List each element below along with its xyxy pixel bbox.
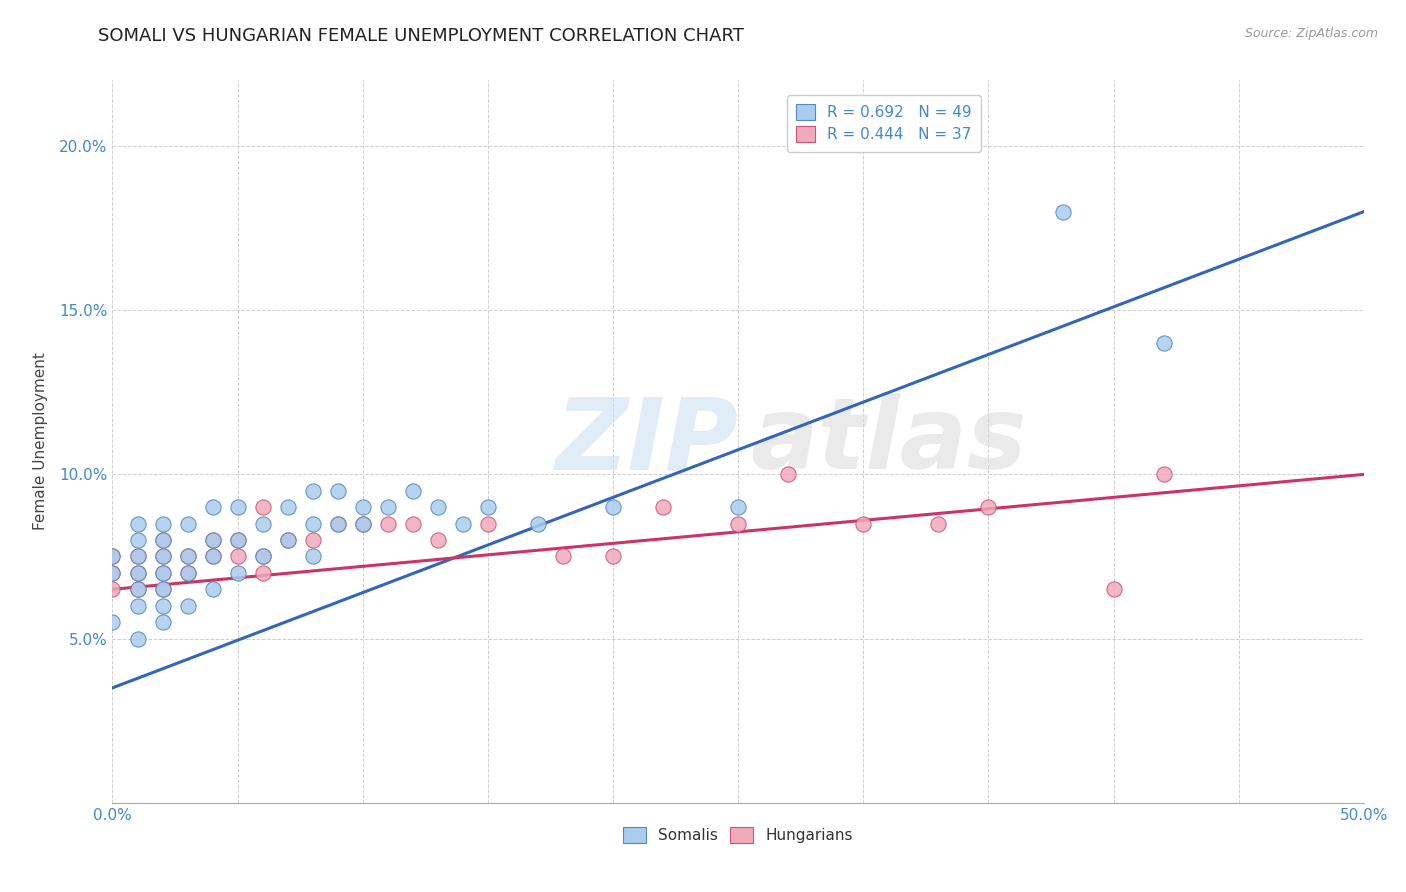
Point bbox=[176, 566, 198, 580]
Point bbox=[778, 467, 800, 482]
Point bbox=[127, 549, 149, 564]
Point bbox=[152, 533, 174, 547]
Point bbox=[252, 566, 274, 580]
Point bbox=[377, 500, 399, 515]
Point bbox=[152, 549, 174, 564]
Point bbox=[301, 549, 323, 564]
Point bbox=[101, 566, 124, 580]
Point bbox=[101, 549, 124, 564]
Point bbox=[277, 533, 299, 547]
Point bbox=[127, 599, 149, 613]
Point bbox=[176, 549, 198, 564]
Point bbox=[201, 533, 224, 547]
Point bbox=[176, 599, 198, 613]
Point bbox=[176, 566, 198, 580]
Point bbox=[1153, 467, 1175, 482]
Point bbox=[252, 500, 274, 515]
Point bbox=[101, 549, 124, 564]
Point bbox=[727, 500, 749, 515]
Point bbox=[477, 516, 499, 531]
Point bbox=[727, 516, 749, 531]
Point bbox=[127, 566, 149, 580]
Point bbox=[352, 516, 374, 531]
Point bbox=[402, 483, 425, 498]
Point bbox=[201, 549, 224, 564]
Point bbox=[527, 516, 550, 531]
Text: ZIP: ZIP bbox=[555, 393, 738, 490]
Point bbox=[101, 615, 124, 630]
Point bbox=[127, 582, 149, 597]
Point bbox=[127, 549, 149, 564]
Point bbox=[201, 549, 224, 564]
Point bbox=[326, 483, 349, 498]
Point bbox=[277, 500, 299, 515]
Point bbox=[152, 566, 174, 580]
Point bbox=[977, 500, 1000, 515]
Point bbox=[326, 516, 349, 531]
Text: Source: ZipAtlas.com: Source: ZipAtlas.com bbox=[1244, 27, 1378, 40]
Point bbox=[152, 582, 174, 597]
Point bbox=[226, 533, 249, 547]
Point bbox=[377, 516, 399, 531]
Point bbox=[301, 533, 323, 547]
Point bbox=[426, 500, 449, 515]
Point bbox=[477, 500, 499, 515]
Point bbox=[927, 516, 949, 531]
Point bbox=[352, 500, 374, 515]
Point bbox=[301, 483, 323, 498]
Point bbox=[252, 549, 274, 564]
Point bbox=[152, 599, 174, 613]
Point bbox=[602, 500, 624, 515]
Point bbox=[101, 582, 124, 597]
Point bbox=[127, 566, 149, 580]
Point bbox=[326, 516, 349, 531]
Point bbox=[226, 566, 249, 580]
Point bbox=[201, 500, 224, 515]
Point bbox=[152, 615, 174, 630]
Point bbox=[152, 549, 174, 564]
Point bbox=[1052, 204, 1074, 219]
Point bbox=[127, 533, 149, 547]
Point bbox=[426, 533, 449, 547]
Point bbox=[226, 549, 249, 564]
Point bbox=[152, 566, 174, 580]
Point bbox=[1102, 582, 1125, 597]
Y-axis label: Female Unemployment: Female Unemployment bbox=[34, 352, 48, 531]
Point bbox=[852, 516, 875, 531]
Point bbox=[176, 516, 198, 531]
Point bbox=[152, 533, 174, 547]
Point bbox=[201, 533, 224, 547]
Point bbox=[451, 516, 474, 531]
Point bbox=[252, 549, 274, 564]
Point bbox=[602, 549, 624, 564]
Point bbox=[652, 500, 675, 515]
Point bbox=[1153, 336, 1175, 351]
Point bbox=[226, 500, 249, 515]
Point bbox=[127, 516, 149, 531]
Point bbox=[226, 533, 249, 547]
Text: atlas: atlas bbox=[751, 393, 1028, 490]
Point bbox=[277, 533, 299, 547]
Point bbox=[152, 582, 174, 597]
Point bbox=[301, 516, 323, 531]
Point bbox=[176, 549, 198, 564]
Point bbox=[352, 516, 374, 531]
Point bbox=[402, 516, 425, 531]
Legend: Somalis, Hungarians: Somalis, Hungarians bbox=[617, 822, 859, 849]
Point bbox=[201, 582, 224, 597]
Point bbox=[101, 566, 124, 580]
Point bbox=[127, 582, 149, 597]
Text: SOMALI VS HUNGARIAN FEMALE UNEMPLOYMENT CORRELATION CHART: SOMALI VS HUNGARIAN FEMALE UNEMPLOYMENT … bbox=[98, 27, 744, 45]
Point bbox=[152, 516, 174, 531]
Point bbox=[252, 516, 274, 531]
Point bbox=[127, 632, 149, 646]
Point bbox=[551, 549, 574, 564]
